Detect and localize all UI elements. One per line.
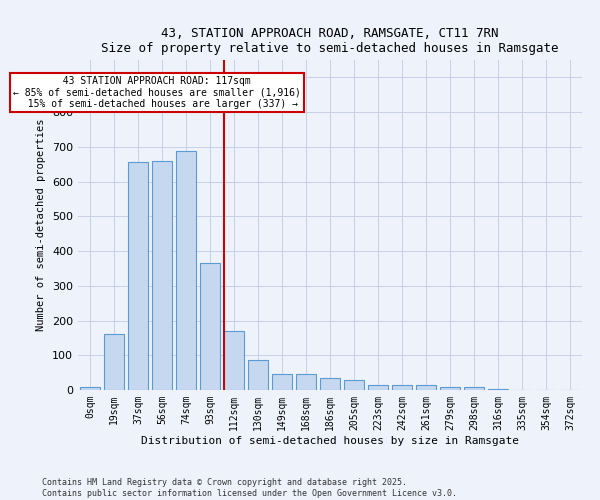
Text: Contains HM Land Registry data © Crown copyright and database right 2025.
Contai: Contains HM Land Registry data © Crown c… (42, 478, 457, 498)
Bar (368, 385, 388, 390)
Bar (464, 386, 484, 390)
Title: 43, STATION APPROACH ROAD, RAMSGATE, CT11 7RN
Size of property relative to semi-: 43, STATION APPROACH ROAD, RAMSGATE, CT1… (101, 26, 559, 54)
Y-axis label: Number of semi-detached properties: Number of semi-detached properties (37, 118, 46, 331)
Bar (416, 386, 436, 390)
Bar (200, 263, 220, 390)
Text: 43 STATION APPROACH ROAD: 117sqm  
← 85% of semi-detached houses are smaller (1,: 43 STATION APPROACH ROAD: 117sqm ← 85% o… (13, 76, 301, 109)
Bar (104, 334, 124, 390)
Bar (296, 374, 316, 390)
Bar (392, 386, 412, 390)
Bar (152, 160, 172, 390)
Bar (176, 151, 196, 390)
Bar (320, 378, 340, 390)
Bar (488, 388, 508, 390)
Bar (224, 331, 244, 390)
X-axis label: Distribution of semi-detached houses by size in Ramsgate: Distribution of semi-detached houses by … (141, 436, 519, 446)
Bar (80, 387, 100, 390)
Bar (128, 162, 148, 390)
Bar (272, 374, 292, 390)
Bar (248, 360, 268, 390)
Bar (344, 380, 364, 390)
Bar (440, 386, 460, 390)
